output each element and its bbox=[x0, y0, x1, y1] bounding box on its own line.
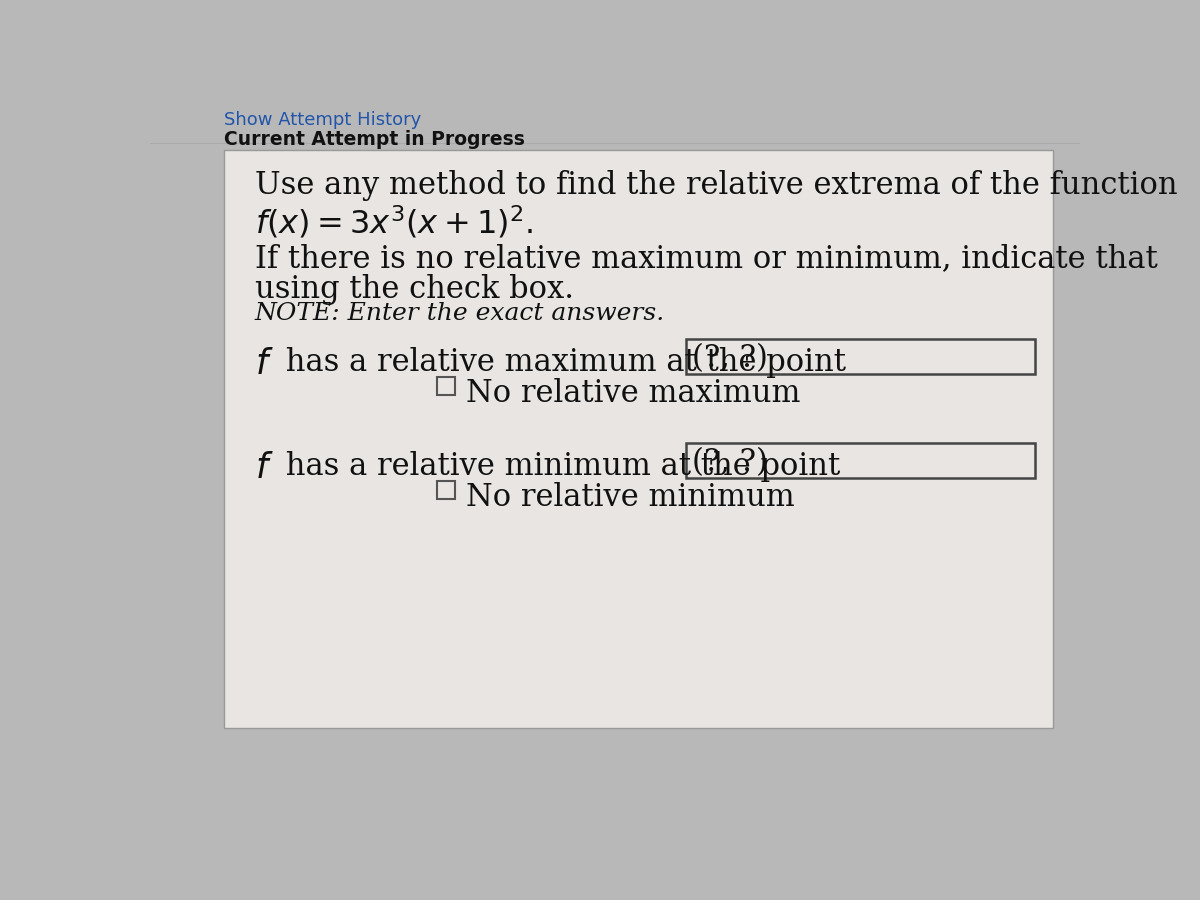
Bar bbox=[437, 481, 455, 500]
Text: No relative maximum: No relative maximum bbox=[466, 378, 800, 410]
Text: Use any method to find the relative extrema of the function: Use any method to find the relative extr… bbox=[254, 169, 1177, 201]
Text: using the check box.: using the check box. bbox=[254, 274, 574, 304]
Text: $f(x) = 3x^3(x + 1)^2.$: $f(x) = 3x^3(x + 1)^2.$ bbox=[254, 204, 533, 241]
Text: has a relative minimum at the point: has a relative minimum at the point bbox=[276, 451, 840, 482]
Text: NOTE: Enter the exact answers.: NOTE: Enter the exact answers. bbox=[254, 302, 665, 325]
Text: $f$: $f$ bbox=[254, 346, 274, 381]
Text: Show Attempt History: Show Attempt History bbox=[223, 111, 421, 129]
FancyBboxPatch shape bbox=[686, 339, 1036, 374]
Text: $f$: $f$ bbox=[254, 451, 274, 484]
Text: Current Attempt in Progress: Current Attempt in Progress bbox=[223, 130, 524, 148]
FancyBboxPatch shape bbox=[223, 150, 1052, 728]
Text: If there is no relative maximum or minimum, indicate that: If there is no relative maximum or minim… bbox=[254, 243, 1157, 274]
Text: No relative minimum: No relative minimum bbox=[466, 482, 794, 513]
Bar bbox=[437, 377, 455, 395]
Text: (?, ?): (?, ?) bbox=[692, 343, 768, 373]
Text: (?, ?): (?, ?) bbox=[692, 446, 768, 478]
Text: has a relative maximum at the point: has a relative maximum at the point bbox=[276, 346, 846, 378]
FancyBboxPatch shape bbox=[686, 443, 1036, 479]
